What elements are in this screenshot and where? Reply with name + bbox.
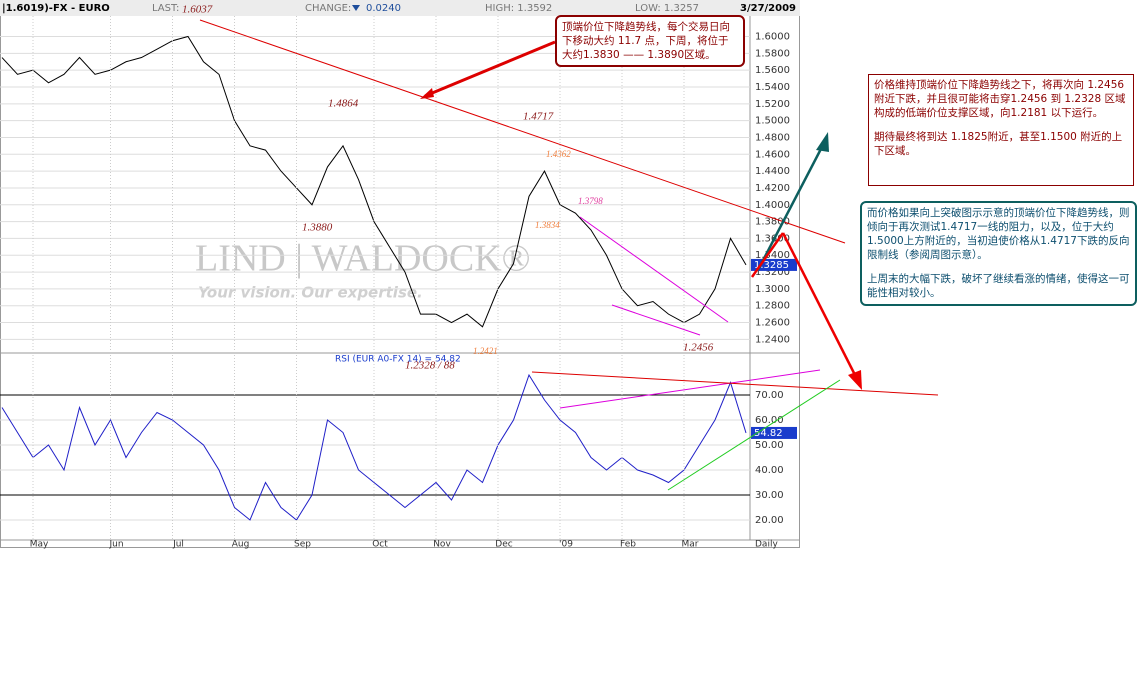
last-label: LAST:: [152, 3, 179, 14]
y-tick-label: 1.5800: [755, 48, 790, 59]
y-tick-label: 1.4400: [755, 166, 790, 177]
symbol: |1.6019)-FX - EURO: [2, 3, 110, 14]
change: 0.0240: [366, 3, 401, 14]
y-tick-label: 1.4800: [755, 132, 790, 143]
note-text: 上周末的大幅下跌，破坏了继续看涨的情绪，使得这一可能性相对较小。: [867, 273, 1130, 299]
y-tick-label: 1.5000: [755, 116, 790, 127]
x-tick-label: May: [30, 540, 49, 550]
note: 价格维持顶端价位下降趋势线之下，将再次向 1.2456附近下跌，并且很可能将击穿…: [868, 74, 1134, 186]
x-tick-label: Dec: [495, 540, 512, 550]
arrow: [750, 232, 785, 278]
arrow: [756, 144, 825, 271]
y-tick-label: 1.2400: [755, 334, 790, 345]
trend-line: [199, 19, 846, 244]
date: 3/27/2009: [740, 3, 796, 14]
arrow-head: [816, 132, 829, 152]
y-tick-label: 60.00: [755, 415, 784, 426]
y-tick-label: 1.3800: [755, 217, 790, 228]
y-tick-label: 1.4600: [755, 149, 790, 160]
price-annotation: 1.3798: [578, 196, 603, 206]
arrow: [424, 40, 556, 98]
y-tick-label: 20.00: [755, 515, 784, 526]
note: 而价格如果向上突破图示示意的顶端价位下降趋势线，则倾向于再次测试1.4717一线…: [860, 201, 1137, 306]
note-text: 价格维持顶端价位下降趋势线之下，将再次向 1.2456附近下跌，并且很可能将击穿…: [874, 79, 1126, 119]
note-text: 期待最终将到达 1.1825附近，甚至1.1500 附近的上下区域。: [874, 131, 1123, 157]
change-label: CHANGE:: [305, 3, 351, 14]
watermark-brand: LIND | WALDOCK®: [195, 238, 531, 280]
header-bar: [0, 0, 800, 16]
y-tick-label: 1.5600: [755, 65, 790, 76]
price-annotation: 1.4717: [523, 111, 554, 123]
y-tick-label: 1.3400: [755, 250, 790, 261]
price-annotation: 1.2328 / 88: [405, 360, 455, 372]
price-annotation: 1.4864: [328, 98, 359, 110]
rsi-support-line: [667, 379, 841, 491]
note-text: 顶端价位下降趋势线，每个交易日向下移动大约 11.7 点，下周，将位于大约1.3…: [562, 21, 730, 61]
rsi-trend-line: [559, 369, 821, 409]
y-tick-label: 70.00: [755, 390, 784, 401]
y-tick-label: 1.3600: [755, 233, 790, 244]
price-annotation: 1.4362: [546, 149, 571, 159]
price-annotation: 1.6037: [182, 4, 213, 16]
y-tick-label: 40.00: [755, 465, 784, 476]
high: HIGH: 1.3592: [485, 3, 552, 14]
price-annotation: 1.2456: [683, 342, 714, 354]
y-tick-label: 1.5200: [755, 99, 790, 110]
y-tick-label: 1.6000: [755, 32, 790, 43]
rsi-trend-line: [531, 371, 939, 396]
y-tick-label: 1.4200: [755, 183, 790, 194]
low: LOW: 1.3257: [635, 3, 699, 14]
watermark-tagline: Your vision. Our expertise.: [198, 284, 423, 302]
x-tick-label: Jul: [172, 540, 184, 550]
y-tick-label: 50.00: [755, 440, 784, 451]
down-arrow: [352, 5, 360, 11]
x-tick-label: Oct: [372, 540, 388, 550]
period-label: Daily: [755, 540, 778, 550]
channel-line: [611, 304, 701, 336]
last-value-label: 54.82: [754, 428, 783, 439]
arrow-head: [848, 370, 862, 390]
y-tick-label: 30.00: [755, 490, 784, 501]
x-tick-label: Mar: [682, 540, 699, 550]
x-tick-label: '09: [559, 540, 573, 550]
y-tick-label: 1.2600: [755, 318, 790, 329]
x-tick-label: Feb: [620, 540, 636, 550]
arrow: [781, 232, 857, 376]
y-tick-label: 1.3200: [755, 267, 790, 278]
y-tick-label: 1.5400: [755, 82, 790, 93]
chart-frame: [0, 0, 800, 548]
price-annotation: 1.3880: [302, 222, 333, 234]
x-tick-label: Nov: [433, 540, 451, 550]
price-annotation: 1.2421: [473, 346, 498, 356]
note-text: 而价格如果向上突破图示示意的顶端价位下降趋势线，则倾向于再次测试1.4717一线…: [867, 207, 1130, 261]
x-tick-label: Jun: [108, 540, 123, 550]
x-tick-label: Sep: [294, 540, 311, 550]
channel-line: [579, 216, 729, 323]
note: 顶端价位下降趋势线，每个交易日向下移动大约 11.7 点，下周，将位于大约1.3…: [555, 15, 745, 67]
y-tick-label: 1.3000: [755, 284, 790, 295]
x-tick-label: Aug: [232, 540, 250, 550]
panel-title: RSI (EUR A0-FX 14) = 54.82: [335, 355, 461, 365]
price-line: [1, 35, 747, 328]
y-tick-label: 1.4000: [755, 200, 790, 211]
y-tick-label: 1.2800: [755, 301, 790, 312]
price-annotation: 1.3834: [535, 220, 560, 230]
last-value-label: 1.3285: [754, 260, 789, 271]
arrow-head: [420, 88, 434, 99]
plot-area: 1.6000 1.5800 1.5600 1.5400 1.5200 1.5000 1.48…: [0, 4, 797, 550]
